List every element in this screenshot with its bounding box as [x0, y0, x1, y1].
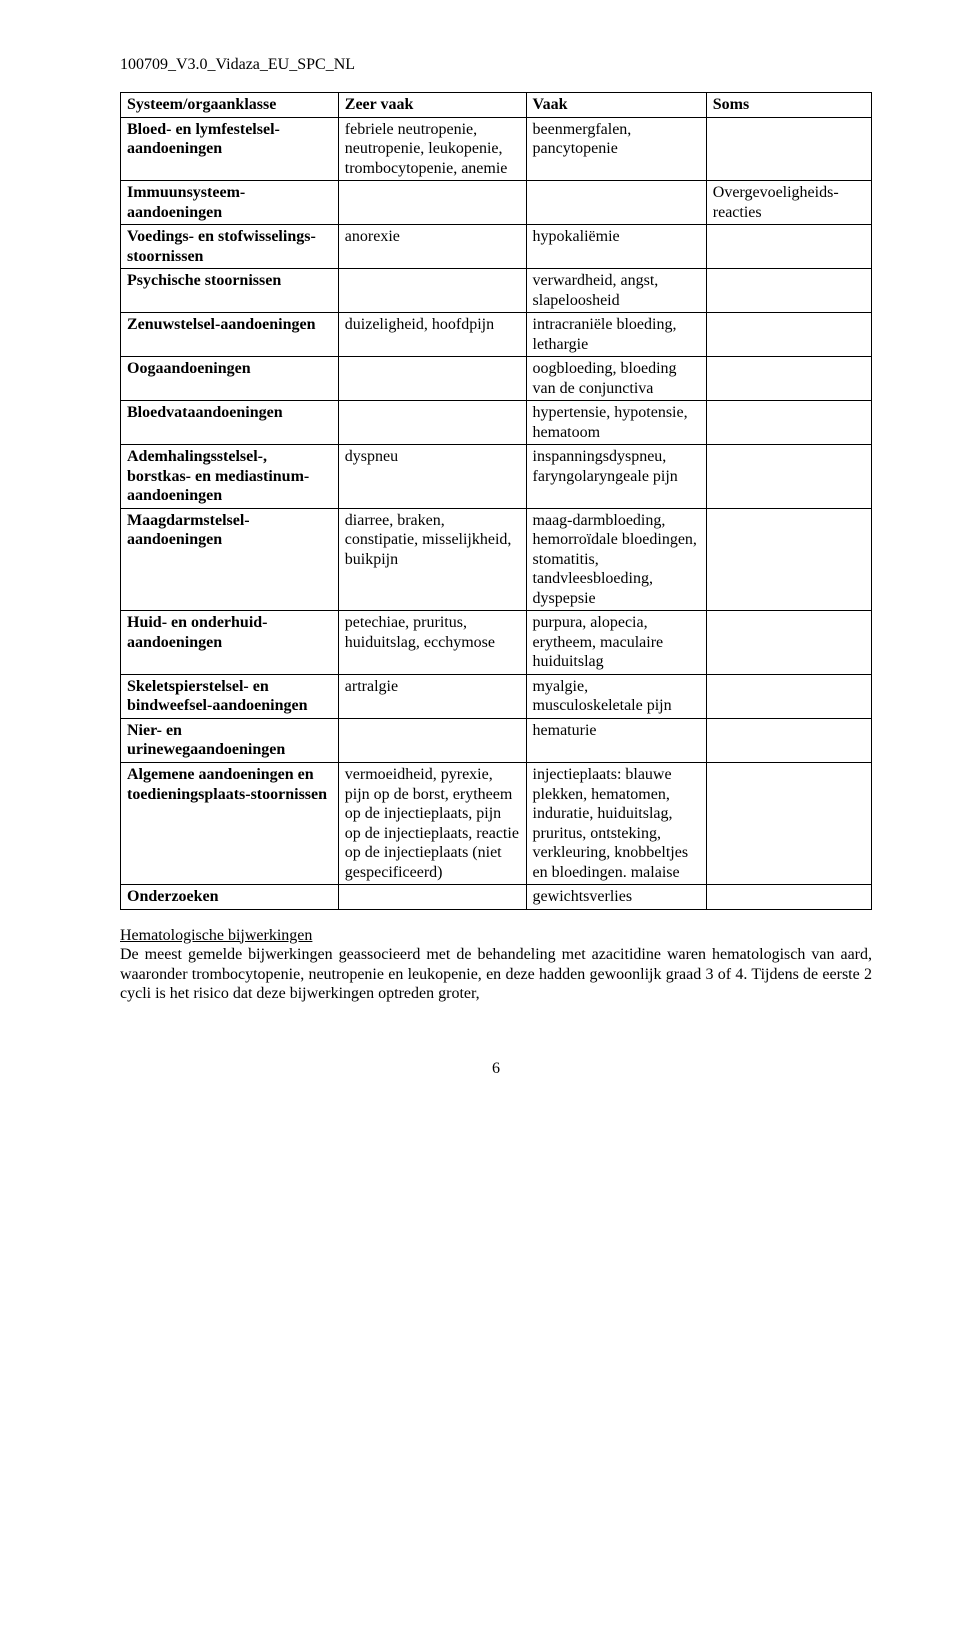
- table-row: Onderzoeken gewichtsverlies: [121, 885, 872, 910]
- footer-body: De meest gemelde bijwerkingen geassociee…: [120, 946, 872, 1002]
- cell-soc: Onderzoeken: [121, 885, 339, 910]
- cell-soc: Bloed- en lymfestelsel-aandoeningen: [121, 117, 339, 181]
- cell-common: hematurie: [526, 718, 706, 762]
- cell-uncommon: [706, 313, 871, 357]
- table-header-row: Systeem/orgaanklasse Zeer vaak Vaak Soms: [121, 93, 872, 118]
- cell-uncommon: [706, 674, 871, 718]
- table-row: Ademhalingsstelsel-, borstkas- en medias…: [121, 445, 872, 509]
- cell-common: [526, 181, 706, 225]
- cell-soc: Oogaandoeningen: [121, 357, 339, 401]
- table-row: Zenuwstelsel-aandoeningen duizeligheid, …: [121, 313, 872, 357]
- cell-common: gewichtsverlies: [526, 885, 706, 910]
- table-row: Huid- en onderhuid-aandoeningen petechia…: [121, 611, 872, 675]
- table-row: Oogaandoeningen oogbloeding, bloeding va…: [121, 357, 872, 401]
- table-row: Bloed- en lymfestelsel-aandoeningen febr…: [121, 117, 872, 181]
- cell-soc: Bloedvataandoeningen: [121, 401, 339, 445]
- cell-common: oogbloeding, bloeding van de conjunctiva: [526, 357, 706, 401]
- cell-soc: Ademhalingsstelsel-, borstkas- en medias…: [121, 445, 339, 509]
- cell-common: injectieplaats: blauwe plekken, hematome…: [526, 762, 706, 884]
- cell-very-common: diarree, braken, constipatie, misselijkh…: [338, 508, 526, 611]
- cell-very-common: [338, 181, 526, 225]
- footer-heading: Hematologische bijwerkingen: [120, 927, 312, 944]
- cell-soc: Immuunsysteem-aandoeningen: [121, 181, 339, 225]
- cell-uncommon: [706, 762, 871, 884]
- cell-soc: Voedings- en stofwisselings-stoornissen: [121, 225, 339, 269]
- cell-very-common: febriele neutropenie, neutropenie, leuko…: [338, 117, 526, 181]
- cell-very-common: [338, 718, 526, 762]
- cell-very-common: anorexie: [338, 225, 526, 269]
- cell-common: beenmergfalen, pancytopenie: [526, 117, 706, 181]
- cell-soc: Zenuwstelsel-aandoeningen: [121, 313, 339, 357]
- cell-uncommon: Overgevoeligheids-reacties: [706, 181, 871, 225]
- cell-soc: Psychische stoornissen: [121, 269, 339, 313]
- cell-soc: Maagdarmstelsel-aandoeningen: [121, 508, 339, 611]
- cell-uncommon: [706, 117, 871, 181]
- table-row: Bloedvataandoeningen hypertensie, hypote…: [121, 401, 872, 445]
- cell-common: hypokaliëmie: [526, 225, 706, 269]
- table-row: Voedings- en stofwisselings-stoornissen …: [121, 225, 872, 269]
- cell-soc: Algemene aandoeningen en toedieningsplaa…: [121, 762, 339, 884]
- table-row: Algemene aandoeningen en toedieningsplaa…: [121, 762, 872, 884]
- cell-very-common: [338, 401, 526, 445]
- cell-soc: Nier- en urinewegaandoeningen: [121, 718, 339, 762]
- cell-uncommon: [706, 885, 871, 910]
- cell-uncommon: [706, 269, 871, 313]
- cell-common: intracraniële bloeding, lethargie: [526, 313, 706, 357]
- adverse-reactions-table: Systeem/orgaanklasse Zeer vaak Vaak Soms…: [120, 92, 872, 910]
- cell-very-common: dyspneu: [338, 445, 526, 509]
- cell-common: hypertensie, hypotensie, hematoom: [526, 401, 706, 445]
- cell-common: myalgie, musculoskeletale pijn: [526, 674, 706, 718]
- cell-common: verwardheid, angst, slapeloosheid: [526, 269, 706, 313]
- cell-soc: Huid- en onderhuid-aandoeningen: [121, 611, 339, 675]
- cell-common: inspanningsdyspneu, faryngolaryngeale pi…: [526, 445, 706, 509]
- cell-very-common: [338, 269, 526, 313]
- cell-uncommon: [706, 508, 871, 611]
- cell-very-common: petechiae, pruritus, huiduitslag, ecchym…: [338, 611, 526, 675]
- cell-uncommon: [706, 611, 871, 675]
- cell-uncommon: [706, 225, 871, 269]
- page-number: 6: [120, 1060, 872, 1078]
- cell-uncommon: [706, 357, 871, 401]
- cell-very-common: [338, 885, 526, 910]
- table-row: Immuunsysteem-aandoeningen Overgevoeligh…: [121, 181, 872, 225]
- cell-very-common: duizeligheid, hoofdpijn: [338, 313, 526, 357]
- table-row: Maagdarmstelsel-aandoeningen diarree, br…: [121, 508, 872, 611]
- cell-uncommon: [706, 401, 871, 445]
- col-header-uncommon: Soms: [706, 93, 871, 118]
- col-header-very-common: Zeer vaak: [338, 93, 526, 118]
- table-row: Psychische stoornissen verwardheid, angs…: [121, 269, 872, 313]
- cell-very-common: artralgie: [338, 674, 526, 718]
- footer-paragraph: Hematologische bijwerkingen De meest gem…: [120, 926, 872, 1004]
- cell-uncommon: [706, 445, 871, 509]
- cell-very-common: vermoeidheid, pyrexie, pijn op de borst,…: [338, 762, 526, 884]
- table-row: Nier- en urinewegaandoeningen hematurie: [121, 718, 872, 762]
- cell-common: maag-darmbloeding, hemorroïdale bloeding…: [526, 508, 706, 611]
- document-header: 100709_V3.0_Vidaza_EU_SPC_NL: [120, 56, 872, 74]
- col-header-common: Vaak: [526, 93, 706, 118]
- col-header-soc: Systeem/orgaanklasse: [121, 93, 339, 118]
- cell-common: purpura, alopecia, erytheem, maculaire h…: [526, 611, 706, 675]
- cell-very-common: [338, 357, 526, 401]
- table-row: Skeletspierstelsel- en bindweefsel-aando…: [121, 674, 872, 718]
- cell-soc: Skeletspierstelsel- en bindweefsel-aando…: [121, 674, 339, 718]
- cell-uncommon: [706, 718, 871, 762]
